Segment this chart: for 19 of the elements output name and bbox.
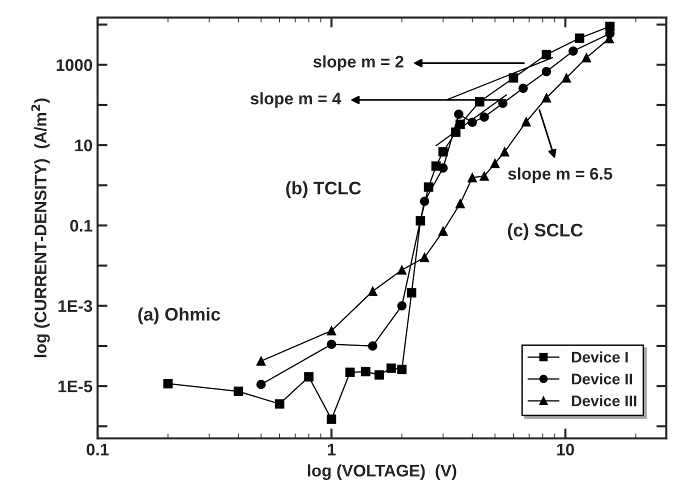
y-tick-label: 10 [75,140,92,152]
annotation: slope m = 6.5 [508,167,612,184]
y-tick-label: 0.1 [70,220,92,232]
x-tick-label: 10 [557,444,574,456]
annotation: slope m = 2 [313,55,404,71]
legend-label: Device I [572,351,628,363]
annotation: slope m = 4 [250,92,342,108]
legend-label: Device III [572,395,636,406]
annotation: (c) SCLC [508,223,583,240]
legend-label: Device II [572,373,632,384]
x-tick-label: 1 [328,444,336,456]
x-tick-label: 0.1 [86,444,109,456]
annotation: (a) Ohmic [138,307,220,324]
x-axis-title: log (VOLTAGE) (V) [308,464,456,480]
y-tick-label: 1E-5 [58,380,92,392]
y-tick-label: 1000 [56,59,92,71]
y-tick-label: 1E-3 [58,300,92,312]
y-axis-title: log (CURRENT-DENSITY) (A/m$^{2}$) [31,98,50,358]
annotation: (b) TCLC [286,181,361,198]
